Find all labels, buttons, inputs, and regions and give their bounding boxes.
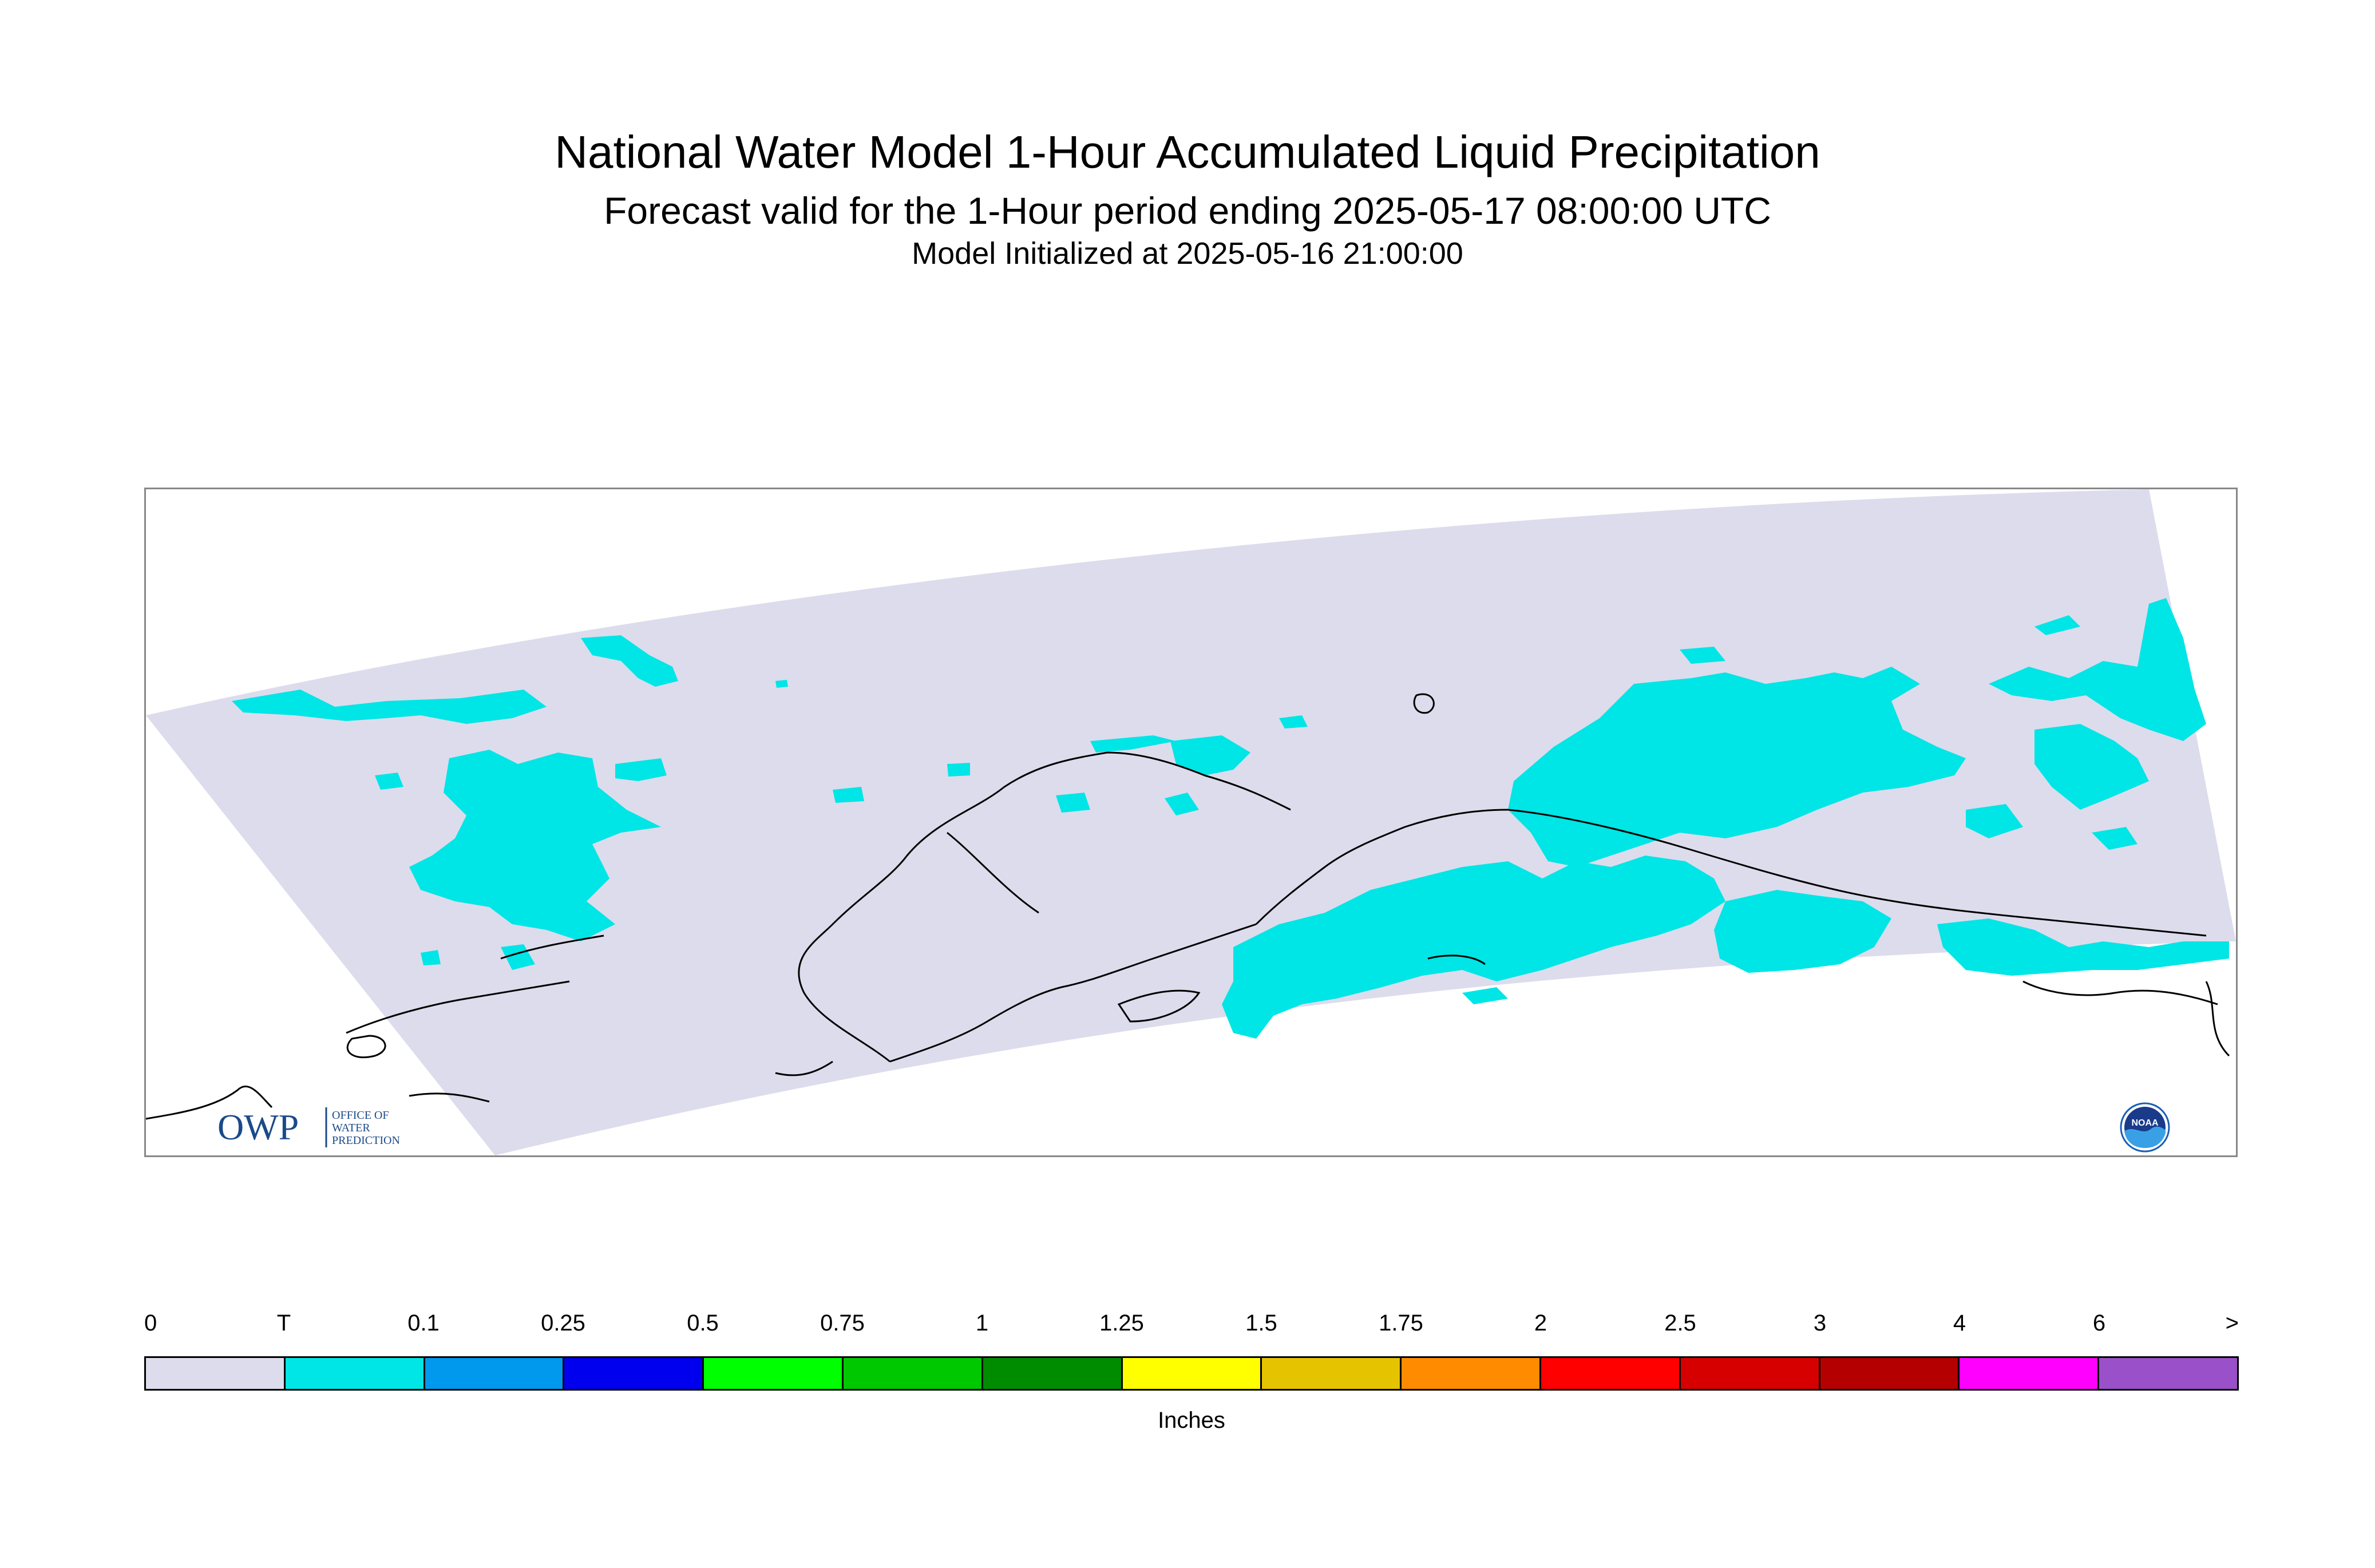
coastline-west-mainland [798,751,1291,1063]
legend-swatch [2099,1358,2237,1389]
legend-swatch [704,1358,844,1389]
legend-swatch [425,1358,565,1389]
precip-area-central-1 [1090,735,1176,753]
owp-logo-wordmark: OWP [217,1107,299,1147]
owp-logo: OWP OFFICE OF WATER PREDICTION [217,1107,400,1147]
legend-swatch [1122,1358,1262,1389]
owp-logo-line3: PREDICTION [332,1134,400,1147]
coastline-kodiak [1117,989,1201,1023]
precip-area-east-small-1 [1966,804,2023,838]
legend-swatch [146,1358,286,1389]
precip-area-south-central [1222,856,1725,1039]
noaa-logo-text: NOAA [2131,1118,2159,1128]
precip-area-west-band [232,690,547,724]
page-title: National Water Model 1-Hour Accumulated … [555,126,1820,177]
precip-area-central-2 [1170,735,1250,775]
precip-area-east-north [1989,598,2206,741]
precip-area-central-3 [1056,793,1090,813]
legend-swatch [1402,1358,1541,1389]
coastline-panhandle [2022,980,2218,1005]
precip-area-central-5 [833,787,864,803]
coastline-southcentral [1255,809,1509,925]
precip-area-south-east [1714,890,1891,973]
model-domain [146,489,2236,1155]
coastline-bottom-left [146,1086,273,1120]
legend-tick-label: 1.25 [1099,1310,1144,1336]
legend-units-label: Inches [1158,1408,1225,1433]
legend-swatch [1541,1358,1681,1389]
legend-tick-label: 0.25 [541,1310,585,1336]
precip-area-central-8 [775,680,788,688]
coastline-lake-1 [1413,693,1435,714]
legend-tick-label: 6 [2092,1310,2106,1336]
precip-area-south-small [1462,987,1508,1004]
map-frame: OWP OFFICE OF WATER PREDICTION NOAA [144,488,2238,1157]
coastline-aleutians [775,1060,833,1076]
legend-tick-label: T [276,1310,291,1336]
precip-area-west-small-4 [421,950,441,965]
legend-swatch [1820,1358,1960,1389]
legend-color-bar [144,1356,2239,1391]
coastline-interior-river [947,831,1039,914]
coastline-bristol-bay [889,923,1257,1063]
owp-logo-line2: WATER [332,1122,370,1134]
legend-tick-label: 0.1 [407,1310,440,1336]
coastline-bottom-islands [409,1092,490,1103]
coastline-st-lawrence [500,935,604,960]
legend-tick-label: 3 [1813,1310,1827,1336]
precip-area-west-north [581,635,678,687]
coastline-sw-islands [346,980,570,1034]
precip-area-west-large [409,750,661,941]
precip-area-east-small-3 [1680,647,1725,664]
precip-area-east-small-2 [2034,615,2080,635]
precipitation-areas [232,598,2229,1039]
legend-swatch [1680,1358,1820,1389]
legend-tick-label: 1 [975,1310,989,1336]
precip-area-central-4 [1165,793,1199,815]
precip-area-east-small-4 [2092,827,2138,850]
legend-tick-label: 1.75 [1379,1310,1423,1336]
legend-tick-label: 2 [1534,1310,1547,1336]
legend-tick-labels: 0 T 0.1 0.25 0.5 0.75 1 1.25 1.5 1.75 2 2.5 3 4 6 > [144,1310,2239,1345]
coastlines [146,693,2230,1120]
noaa-logo: NOAA [2120,1102,2170,1153]
model-initialized-subtitle: Model Initialized at 2025-05-16 21:00:00 [912,236,1463,271]
legend-tick-label: 1.5 [1245,1310,1277,1336]
legend-swatch [1960,1358,2100,1389]
noaa-logo-wave [2124,1126,2166,1148]
coastline-far-se [2205,981,2230,1057]
legend-tick-label: 0.75 [820,1310,865,1336]
legend-tick-label: 0.5 [687,1310,719,1336]
precip-area-east-large [1508,667,1966,867]
legend-tick-label: 4 [1953,1310,1966,1336]
precip-area-central-7 [1279,715,1308,728]
coastline-nunivak [346,1035,386,1059]
legend-tick-label: 0 [144,1310,157,1336]
forecast-valid-subtitle: Forecast valid for the 1-Hour period end… [604,189,1771,232]
precipitation-legend: 0 T 0.1 0.25 0.5 0.75 1 1.25 1.5 1.75 2 2.5 3 4 6 > Inc… [144,1310,2239,1454]
precip-area-west-small-2 [615,758,667,781]
precip-area-west-small-1 [375,773,403,790]
precip-area-central-6 [947,763,970,777]
precipitation-map [146,489,2236,1155]
legend-swatch [843,1358,983,1389]
legend-swatch [285,1358,425,1389]
coastline-lake-2 [1427,955,1486,965]
legend-tick-label: > [2225,1310,2239,1336]
legend-tick-label: 2.5 [1664,1310,1696,1336]
coastline-gulf [1507,809,2207,937]
legend-swatch [564,1358,704,1389]
legend-swatch [1262,1358,1402,1389]
owp-logo-line1: OFFICE OF [332,1109,389,1122]
precip-area-far-east [1937,918,2229,976]
legend-swatch [983,1358,1123,1389]
precip-area-east-mid [2034,724,2149,810]
